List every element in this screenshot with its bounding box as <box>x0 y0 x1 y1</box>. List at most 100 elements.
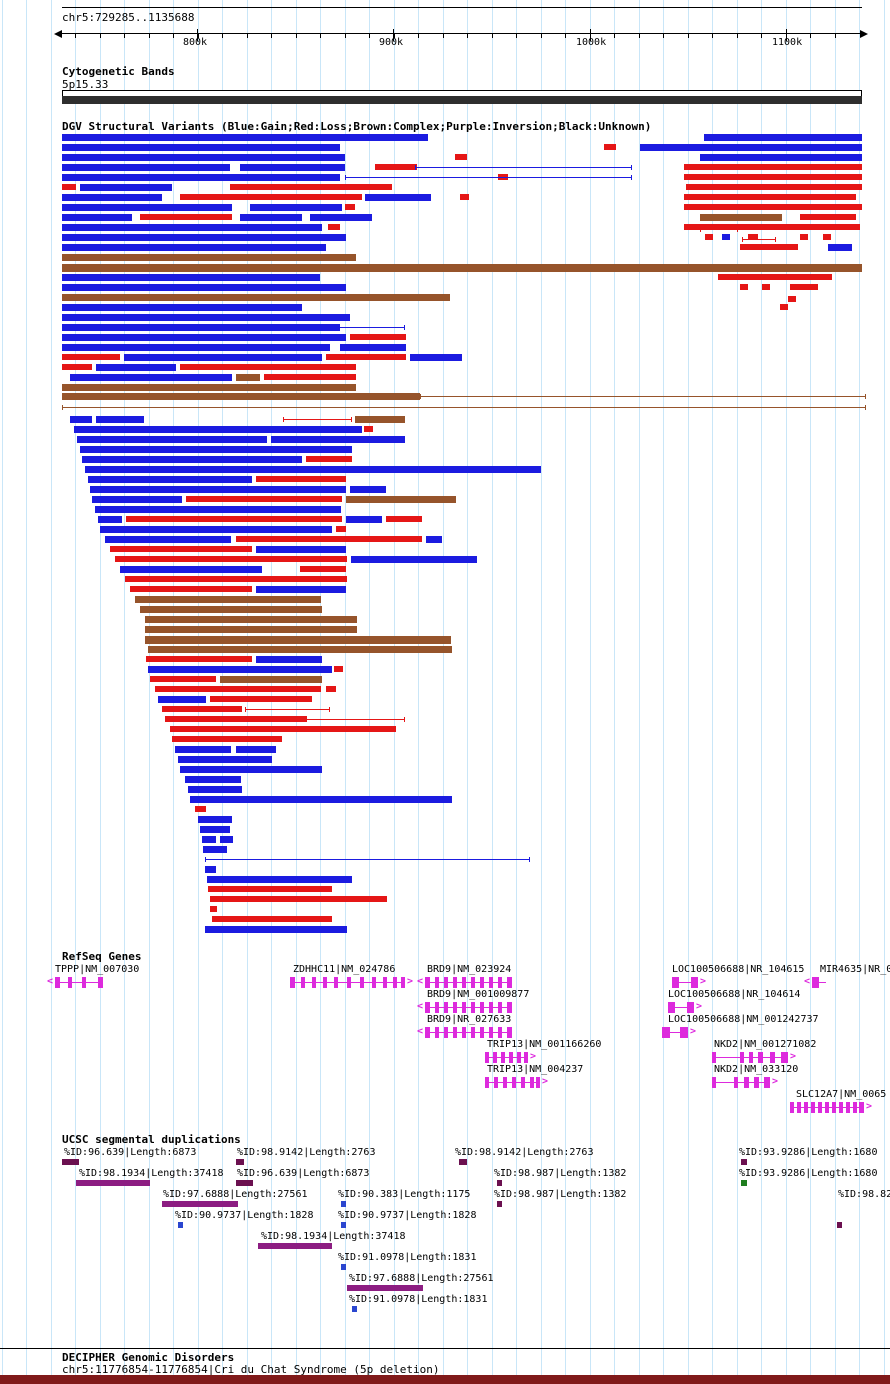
dgv-variant-bar[interactable] <box>345 204 355 210</box>
dgv-variant-bar[interactable] <box>212 916 332 922</box>
segdup-bar[interactable] <box>236 1180 253 1186</box>
dgv-variant-bar[interactable] <box>172 736 282 742</box>
dgv-variant-bar[interactable] <box>355 416 405 423</box>
dgv-variant-bar[interactable] <box>326 686 336 692</box>
gene-structure[interactable]: < <box>47 976 103 988</box>
dgv-variant-bar[interactable] <box>62 334 346 341</box>
dgv-variant-bar[interactable] <box>256 546 346 553</box>
dgv-variant-bar[interactable] <box>62 184 76 190</box>
dgv-variant-bar[interactable] <box>125 576 347 582</box>
dgv-variant-bar[interactable] <box>62 384 356 391</box>
dgv-variant-bar[interactable] <box>328 224 340 230</box>
dgv-variant-bar[interactable] <box>780 304 788 310</box>
dgv-variant-bar[interactable] <box>410 354 462 361</box>
dgv-variant-bar[interactable] <box>236 536 422 542</box>
dgv-variant-bar[interactable] <box>788 296 796 302</box>
dgv-variant-bar[interactable] <box>80 184 172 191</box>
dgv-variant-bar[interactable] <box>426 536 442 543</box>
dgv-variant-bar[interactable] <box>722 234 730 240</box>
dgv-variant-bar[interactable] <box>208 886 332 892</box>
dgv-variant-bar[interactable] <box>210 906 217 912</box>
dgv-variant-bar[interactable] <box>200 826 230 833</box>
dgv-variant-bar[interactable] <box>145 626 357 633</box>
dgv-variant-bar[interactable] <box>460 194 469 200</box>
dgv-variant-bar[interactable] <box>180 364 356 370</box>
dgv-variant-line[interactable] <box>420 394 866 399</box>
dgv-variant-bar[interactable] <box>800 234 808 240</box>
segdup-bar[interactable] <box>741 1159 747 1165</box>
dgv-variant-bar[interactable] <box>700 154 862 161</box>
dgv-variant-bar[interactable] <box>306 456 352 462</box>
dgv-variant-bar[interactable] <box>334 666 343 672</box>
dgv-variant-bar[interactable] <box>790 284 818 290</box>
dgv-variant-bar[interactable] <box>62 224 322 231</box>
dgv-variant-bar[interactable] <box>684 174 862 180</box>
dgv-variant-bar[interactable] <box>62 164 230 171</box>
dgv-variant-bar[interactable] <box>310 214 372 221</box>
dgv-variant-bar[interactable] <box>88 476 252 483</box>
dgv-variant-bar[interactable] <box>350 486 386 493</box>
gene-structure[interactable]: < <box>417 1026 512 1038</box>
gene-structure[interactable]: > <box>790 1101 872 1113</box>
dgv-variant-bar[interactable] <box>375 164 417 170</box>
gene-structure[interactable]: > <box>485 1076 548 1088</box>
dgv-variant-bar[interactable] <box>340 344 406 351</box>
segdup-bar[interactable] <box>162 1201 238 1207</box>
dgv-variant-bar[interactable] <box>62 284 346 291</box>
segdup-bar[interactable] <box>347 1285 423 1291</box>
dgv-variant-bar[interactable] <box>62 264 862 272</box>
dgv-variant-bar[interactable] <box>205 926 347 933</box>
dgv-variant-bar[interactable] <box>364 426 373 432</box>
dgv-variant-bar[interactable] <box>718 274 832 280</box>
dgv-variant-bar[interactable] <box>350 334 406 340</box>
gene-structure[interactable]: > <box>668 1001 702 1013</box>
dgv-variant-line[interactable] <box>205 857 530 862</box>
dgv-variant-bar[interactable] <box>326 354 406 360</box>
dgv-variant-bar[interactable] <box>62 254 356 261</box>
dgv-variant-bar[interactable] <box>120 566 262 573</box>
dgv-variant-bar[interactable] <box>155 686 321 692</box>
dgv-variant-line[interactable] <box>700 227 738 232</box>
dgv-variant-bar[interactable] <box>62 314 350 321</box>
dgv-variant-bar[interactable] <box>92 496 182 503</box>
dgv-variant-bar[interactable] <box>740 244 798 250</box>
dgv-variant-bar[interactable] <box>140 214 232 220</box>
segdup-bar[interactable] <box>837 1222 842 1228</box>
dgv-variant-bar[interactable] <box>62 393 420 400</box>
segdup-bar[interactable] <box>178 1222 183 1228</box>
segdup-bar[interactable] <box>76 1180 150 1186</box>
dgv-variant-line[interactable] <box>305 717 405 722</box>
dgv-variant-bar[interactable] <box>180 194 362 200</box>
dgv-variant-bar[interactable] <box>62 244 326 251</box>
dgv-variant-bar[interactable] <box>162 706 242 712</box>
dgv-variant-bar[interactable] <box>705 234 713 240</box>
dgv-variant-bar[interactable] <box>684 204 862 210</box>
dgv-variant-bar[interactable] <box>90 486 346 493</box>
dgv-variant-line[interactable] <box>283 417 352 422</box>
decipher-entry-label[interactable]: chr5:11776854-11776854|Cri du Chat Syndr… <box>62 1363 440 1376</box>
dgv-variant-bar[interactable] <box>135 596 321 603</box>
dgv-variant-bar[interactable] <box>346 496 456 503</box>
dgv-variant-bar[interactable] <box>220 676 322 683</box>
dgv-variant-bar[interactable] <box>264 374 356 380</box>
dgv-variant-bar[interactable] <box>256 656 322 663</box>
dgv-variant-bar[interactable] <box>96 416 144 423</box>
dgv-variant-bar[interactable] <box>62 144 340 151</box>
dgv-variant-bar[interactable] <box>207 876 352 883</box>
dgv-variant-bar[interactable] <box>124 354 322 361</box>
dgv-variant-bar[interactable] <box>62 214 132 221</box>
dgv-variant-bar[interactable] <box>800 214 856 220</box>
segdup-bar[interactable] <box>352 1306 357 1312</box>
dgv-variant-bar[interactable] <box>62 194 162 201</box>
dgv-variant-bar[interactable] <box>828 244 852 251</box>
segdup-bar[interactable] <box>62 1159 79 1165</box>
dgv-variant-bar[interactable] <box>203 846 227 853</box>
dgv-variant-bar[interactable] <box>77 436 267 443</box>
dgv-variant-bar[interactable] <box>684 164 862 170</box>
decipher-region-bar[interactable] <box>0 1375 890 1384</box>
gene-structure[interactable]: > <box>712 1051 796 1063</box>
dgv-variant-bar[interactable] <box>748 234 758 240</box>
dgv-variant-bar[interactable] <box>148 646 452 653</box>
dgv-variant-bar[interactable] <box>256 586 346 593</box>
dgv-variant-bar[interactable] <box>351 556 477 563</box>
